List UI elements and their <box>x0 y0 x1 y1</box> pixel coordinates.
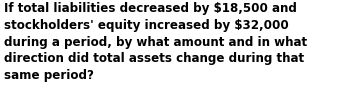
Text: If total liabilities decreased by $18,500 and
stockholders' equity increased by : If total liabilities decreased by $18,50… <box>4 2 307 82</box>
